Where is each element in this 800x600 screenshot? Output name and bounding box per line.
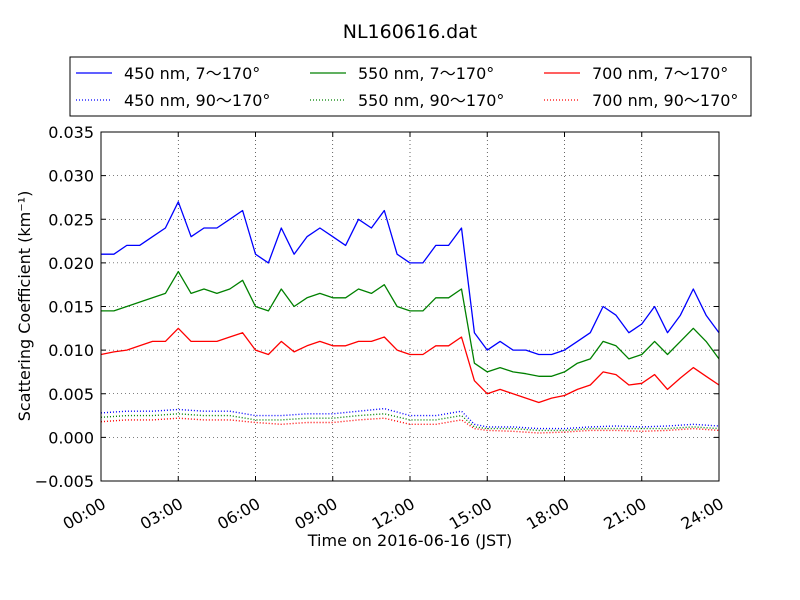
series-line-2 <box>100 327 720 404</box>
x-tick-label: 15:00 <box>446 494 495 534</box>
y-tick-label: 0.035 <box>48 123 94 142</box>
x-tick-label: 24:00 <box>678 494 727 534</box>
x-tick-label: 18:00 <box>523 494 572 534</box>
legend-label: 450 nm, 90～170° <box>124 91 270 110</box>
legend-label: 700 nm, 90～170° <box>592 91 738 110</box>
legend-entries: 450 nm, 7～170° 550 nm, 7～170° 700 nm, 7～17… <box>76 64 738 110</box>
legend-label: 450 nm, 7～170° <box>124 64 260 83</box>
y-tick-label: 0.030 <box>48 167 94 186</box>
x-tick-label: 03:00 <box>137 494 186 534</box>
y-tick-label: −0.005 <box>35 472 94 491</box>
series-line-0 <box>101 201 720 356</box>
legend-label: 550 nm, 90～170° <box>358 91 504 110</box>
x-axis-label: Time on 2016-06-16 (JST) <box>307 531 512 550</box>
y-tick-label: 0.020 <box>48 254 94 273</box>
y-tick-label: 0.005 <box>48 385 94 404</box>
y-tick-label: 0.010 <box>48 341 94 360</box>
chart-title: NL160616.dat <box>343 21 478 43</box>
x-tick-label: 06:00 <box>214 494 263 534</box>
legend-label: 700 nm, 7～170° <box>592 64 728 83</box>
y-tick-label: 0.015 <box>48 298 94 317</box>
legend-box <box>69 56 752 117</box>
x-tick-label: 09:00 <box>291 494 340 534</box>
x-tick-label: 12:00 <box>369 494 418 534</box>
series-line-1 <box>101 270 720 377</box>
legend-label: 550 nm, 7～170° <box>358 64 494 83</box>
x-tick-labels: 00:00 03:00 06:00 09:00 12:00 15:00 18:00 21:00… <box>60 494 727 534</box>
x-tick-label: 00:00 <box>60 494 109 534</box>
series-layer <box>100 201 720 434</box>
y-tick-label: 0.000 <box>48 428 94 447</box>
legend: 450 nm, 7～170° 550 nm, 7～170° 700 nm, 7～17… <box>69 56 752 117</box>
y-tick-labels: −0.005 0.000 0.005 0.010 0.015 0.020 0.025 0.03… <box>35 123 94 491</box>
x-tick-label: 21:00 <box>600 494 649 534</box>
y-axis-label: Scattering Coefficient (km⁻¹) <box>15 191 34 422</box>
ticks <box>100 131 720 482</box>
y-tick-label: 0.025 <box>48 210 94 229</box>
